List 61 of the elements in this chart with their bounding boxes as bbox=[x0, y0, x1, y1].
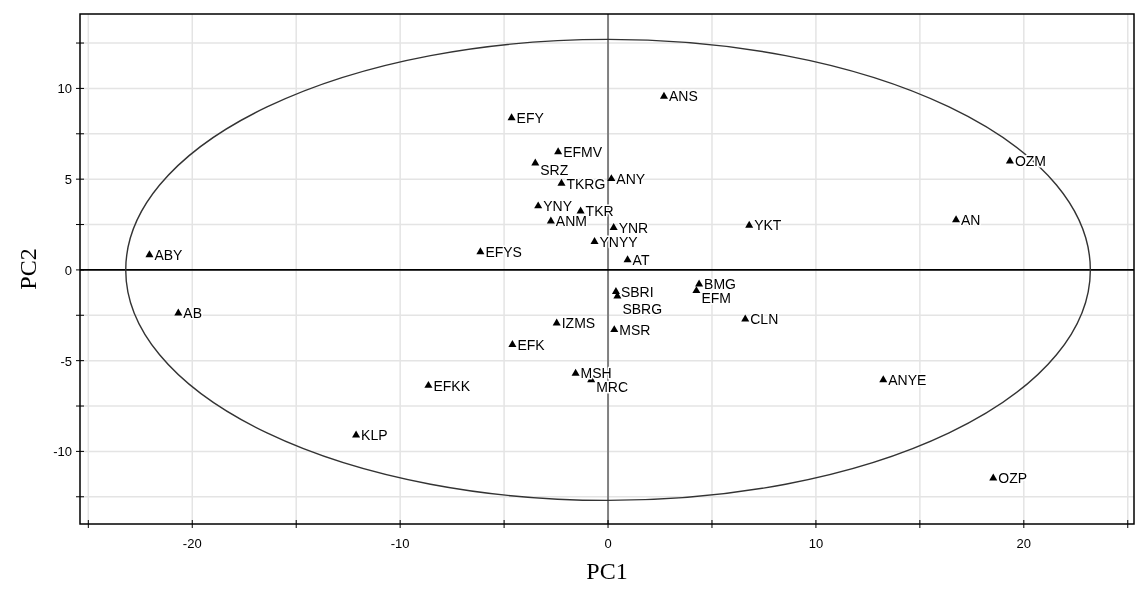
data-label: EFY bbox=[516, 110, 545, 126]
point bbox=[879, 375, 888, 383]
point bbox=[607, 174, 616, 182]
point bbox=[145, 250, 154, 258]
data-label: YKT bbox=[754, 217, 782, 234]
data-label: EFMV bbox=[563, 143, 603, 160]
data-label: EFK bbox=[517, 336, 546, 353]
data-label: CLN bbox=[750, 311, 779, 328]
x-tick-label: -10 bbox=[390, 536, 410, 551]
data-label: OZP bbox=[998, 470, 1028, 487]
point bbox=[508, 340, 517, 347]
point bbox=[952, 215, 961, 223]
point bbox=[745, 220, 754, 228]
data-label: YNY bbox=[543, 198, 573, 215]
point bbox=[692, 286, 701, 294]
data-label: ANS bbox=[668, 88, 698, 105]
data-label: SBRG bbox=[622, 301, 663, 318]
data-label: AB bbox=[183, 305, 203, 322]
y-tick-label: -10 bbox=[53, 444, 72, 460]
data-label: ANYE bbox=[888, 371, 927, 388]
y-tick-label: 5 bbox=[64, 172, 72, 188]
data-label: SBRI bbox=[620, 283, 654, 300]
data-label: AN bbox=[961, 212, 981, 228]
data-label: EFKK bbox=[433, 377, 471, 394]
point bbox=[611, 287, 620, 295]
point bbox=[531, 158, 540, 166]
y-axis-title: PC2 bbox=[15, 248, 41, 290]
data-label: TKRG bbox=[566, 175, 606, 192]
point bbox=[557, 178, 566, 186]
point bbox=[695, 279, 704, 287]
data-label: TKR bbox=[585, 203, 614, 220]
data-label: ANM bbox=[555, 213, 587, 230]
data-label: YNR bbox=[618, 219, 649, 236]
data-label: IZMS bbox=[561, 315, 596, 332]
point bbox=[507, 113, 516, 121]
point bbox=[476, 247, 485, 255]
point bbox=[590, 236, 599, 244]
x-tick-label: 20 bbox=[1016, 536, 1032, 551]
data-label: MSR bbox=[619, 321, 651, 338]
point bbox=[1005, 156, 1014, 164]
data-label: SRZ bbox=[540, 162, 569, 179]
x-tick-label: 10 bbox=[808, 536, 824, 551]
data-label: ABY bbox=[154, 246, 184, 263]
point bbox=[571, 368, 580, 376]
point bbox=[424, 380, 433, 388]
x-tick-label: -20 bbox=[182, 536, 202, 551]
y-tick-label: 10 bbox=[57, 81, 72, 97]
data-label: KLP bbox=[361, 427, 388, 444]
point bbox=[609, 222, 618, 230]
point bbox=[610, 325, 619, 333]
data-label: AT bbox=[632, 251, 650, 268]
point bbox=[554, 147, 563, 155]
data-label: YNYY bbox=[599, 233, 639, 250]
point bbox=[659, 91, 668, 99]
x-axis-title: PC1 bbox=[586, 558, 628, 584]
y-tick-label: 0 bbox=[64, 262, 72, 278]
x-tick-label: 0 bbox=[604, 536, 612, 551]
point bbox=[623, 255, 632, 263]
y-tick-label: -5 bbox=[60, 353, 72, 369]
data-label: EFYS bbox=[485, 243, 522, 260]
data-label: ANY bbox=[616, 170, 646, 187]
